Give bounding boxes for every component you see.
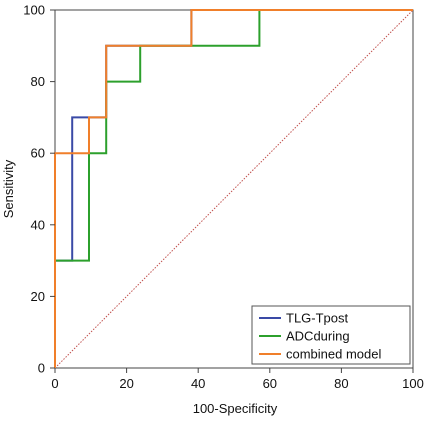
y-tick-label: 100 xyxy=(23,3,45,18)
x-axis-title: 100-Specificity xyxy=(193,401,278,416)
x-tick-label: 40 xyxy=(191,376,205,391)
x-tick-label: 80 xyxy=(334,376,348,391)
plot-area xyxy=(54,9,414,369)
series-line-combined-model xyxy=(54,9,413,368)
y-tick-label: 40 xyxy=(31,217,45,232)
y-tick-label: 0 xyxy=(38,361,45,376)
legend: TLG-Tpost ADCduring combined model xyxy=(251,305,411,365)
x-tick-label: 0 xyxy=(51,376,58,391)
y-tick-label: 60 xyxy=(31,146,45,161)
y-tick-label: 20 xyxy=(31,289,45,304)
legend-label: combined model xyxy=(286,347,381,362)
x-tick-label: 60 xyxy=(263,376,277,391)
x-tick-label: 100 xyxy=(402,376,424,391)
legend-label: ADCduring xyxy=(286,329,350,344)
x-tick-label: 20 xyxy=(119,376,133,391)
y-tick-label: 80 xyxy=(31,74,45,89)
reference-diagonal-line xyxy=(54,9,414,369)
series-line-adcduring xyxy=(54,9,413,368)
legend-label: TLG-Tpost xyxy=(286,311,349,326)
axis-ticks: 0 20 40 60 80 100 0 20 40 60 80 100 xyxy=(23,3,424,392)
y-axis-title: Sensitivity xyxy=(1,159,16,218)
